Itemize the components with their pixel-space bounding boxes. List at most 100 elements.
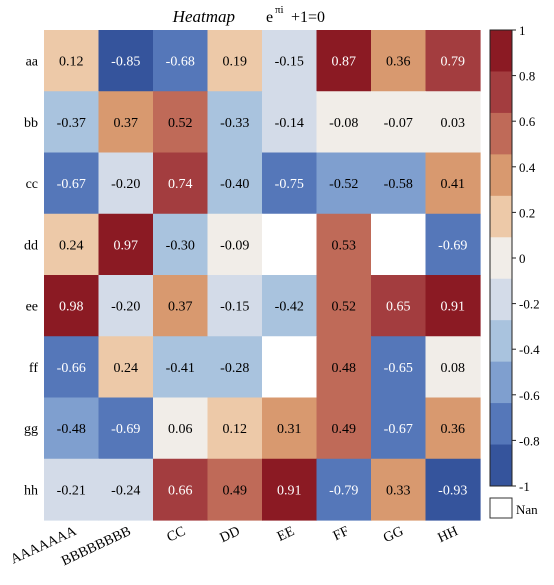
heatmap-cell-value: -0.65 bbox=[384, 361, 413, 376]
heatmap-cell-labels: 0.12 -0.85 -0.68 0.19 -0.15 0.87 0.36 0.79 -0.37… bbox=[57, 55, 468, 499]
heatmap-cell bbox=[153, 458, 209, 521]
heatmap-cell-value: -0.33 bbox=[220, 116, 249, 131]
colorbar-tick-label: 0.6 bbox=[519, 114, 536, 129]
colorbar-bin bbox=[490, 361, 512, 404]
heatmap-cell-value: 0.08 bbox=[441, 361, 466, 376]
heatmap-cell bbox=[207, 458, 263, 521]
column-label: GG bbox=[381, 524, 406, 546]
heatmap-cell-value: -0.48 bbox=[57, 422, 86, 437]
colorbar-bin bbox=[490, 320, 512, 363]
row-label: hh bbox=[24, 483, 38, 498]
heatmap-cell bbox=[371, 152, 427, 215]
heatmap-cell bbox=[207, 91, 263, 154]
heatmap-cell bbox=[371, 213, 427, 276]
heatmap-cell bbox=[44, 213, 100, 276]
heatmap-cell-value: -0.09 bbox=[220, 238, 249, 253]
heatmap-cell bbox=[371, 458, 427, 521]
column-label: CC bbox=[165, 524, 188, 545]
heatmap-cell-value: -0.15 bbox=[220, 300, 249, 315]
colorbar-tick-label: 1 bbox=[519, 23, 526, 38]
heatmap-cell bbox=[262, 336, 318, 399]
heatmap-cell-value: 0.24 bbox=[59, 238, 84, 253]
nan-legend: Nan bbox=[489, 497, 538, 519]
heatmap-cell bbox=[425, 336, 481, 399]
heatmap-cell-value: 0.91 bbox=[441, 300, 466, 315]
heatmap-cell-value: -0.75 bbox=[275, 177, 304, 192]
row-label: aa bbox=[26, 55, 39, 70]
heatmap-cell bbox=[262, 213, 318, 276]
chart-title-text: Heatmap bbox=[172, 7, 235, 26]
heatmap-cell-value: 0.36 bbox=[441, 422, 466, 437]
heatmap-cell bbox=[316, 275, 372, 337]
heatmap-cell bbox=[425, 275, 481, 337]
heatmap-cell bbox=[207, 275, 263, 337]
heatmap-cell bbox=[425, 30, 481, 92]
colorbar-bin bbox=[490, 403, 512, 446]
heatmap-cell bbox=[262, 152, 318, 215]
colorbar-bin bbox=[490, 237, 512, 280]
heatmap-cell-value: -0.66 bbox=[57, 361, 86, 376]
heatmap-cell bbox=[98, 336, 154, 399]
column-label: EE bbox=[275, 524, 297, 545]
heatmap-cell-value: 0.91 bbox=[277, 483, 302, 498]
colorbar-bin bbox=[490, 154, 512, 197]
heatmap-cell-value: -0.37 bbox=[57, 116, 86, 131]
heatmap-cell-value: -0.58 bbox=[384, 177, 413, 192]
heatmap-cell bbox=[316, 213, 372, 276]
heatmap-cell-value: 0.31 bbox=[277, 422, 302, 437]
heatmap-cell-value: 0.37 bbox=[168, 300, 193, 315]
row-labels: aa bb cc dd ee ff gg hh bbox=[24, 55, 39, 499]
heatmap-cell-value: 0.41 bbox=[441, 177, 466, 192]
colorbar-bin bbox=[490, 195, 512, 238]
heatmap-cell bbox=[371, 397, 427, 460]
heatmap-cell bbox=[98, 30, 154, 92]
heatmap-cell-value: -0.20 bbox=[111, 300, 140, 315]
colorbar-tick-label: -0.8 bbox=[519, 433, 540, 448]
heatmap-cell bbox=[371, 275, 427, 337]
heatmap-cell bbox=[98, 397, 154, 460]
row-label: cc bbox=[26, 177, 38, 192]
heatmap-cell-value: 0.66 bbox=[168, 483, 193, 498]
heatmap-cell-value: -0.67 bbox=[384, 422, 413, 437]
heatmap-cell-value: 0.03 bbox=[441, 116, 466, 131]
heatmap-cell bbox=[44, 336, 100, 399]
heatmap-cell-value: -0.14 bbox=[275, 116, 304, 131]
heatmap-cell-value: -0.41 bbox=[166, 361, 195, 376]
heatmap-cell-value: -0.08 bbox=[329, 116, 358, 131]
heatmap-cell-value: 0.06 bbox=[168, 422, 193, 437]
heatmap-cell bbox=[44, 152, 100, 215]
heatmap-cell bbox=[98, 91, 154, 154]
colorbar-tick-label: -1 bbox=[519, 479, 530, 494]
heatmap-cell-value: -0.30 bbox=[166, 238, 195, 253]
heatmap-cell-value: -0.42 bbox=[275, 300, 304, 315]
heatmap-cell bbox=[98, 275, 154, 337]
row-label: dd bbox=[24, 238, 38, 253]
column-label: DD bbox=[218, 524, 243, 546]
colorbar-bin bbox=[490, 30, 512, 72]
row-label: bb bbox=[24, 116, 38, 131]
colorbar-bin bbox=[490, 71, 512, 114]
heatmap-cell bbox=[153, 275, 209, 337]
heatmap-cell bbox=[44, 397, 100, 460]
nan-legend-label: Nan bbox=[516, 502, 538, 517]
heatmap-cell bbox=[316, 336, 372, 399]
heatmap-cell bbox=[425, 213, 481, 276]
heatmap-cell-value: 0.12 bbox=[223, 422, 248, 437]
heatmap-cell bbox=[371, 30, 427, 92]
title-formula-tail: +1=0 bbox=[291, 9, 325, 26]
heatmap-cell bbox=[316, 397, 372, 460]
heatmap-cell bbox=[153, 152, 209, 215]
heatmap-cell-value: -0.79 bbox=[329, 483, 358, 498]
heatmap-cell bbox=[98, 213, 154, 276]
heatmap-cell-value: 0.33 bbox=[386, 483, 411, 498]
heatmap-cell-value: 0.98 bbox=[59, 300, 84, 315]
heatmap-cell bbox=[153, 30, 209, 92]
heatmap-cell-value: -0.28 bbox=[220, 361, 249, 376]
heatmap-cell-value: -0.21 bbox=[57, 483, 86, 498]
heatmap-cell bbox=[98, 152, 154, 215]
heatmap-cell-value: -0.69 bbox=[438, 238, 467, 253]
heatmap-cell-value: 0.36 bbox=[386, 55, 411, 70]
chart-title: Heatmap e πi +1=0 bbox=[172, 4, 325, 26]
heatmap-cell bbox=[44, 275, 100, 337]
